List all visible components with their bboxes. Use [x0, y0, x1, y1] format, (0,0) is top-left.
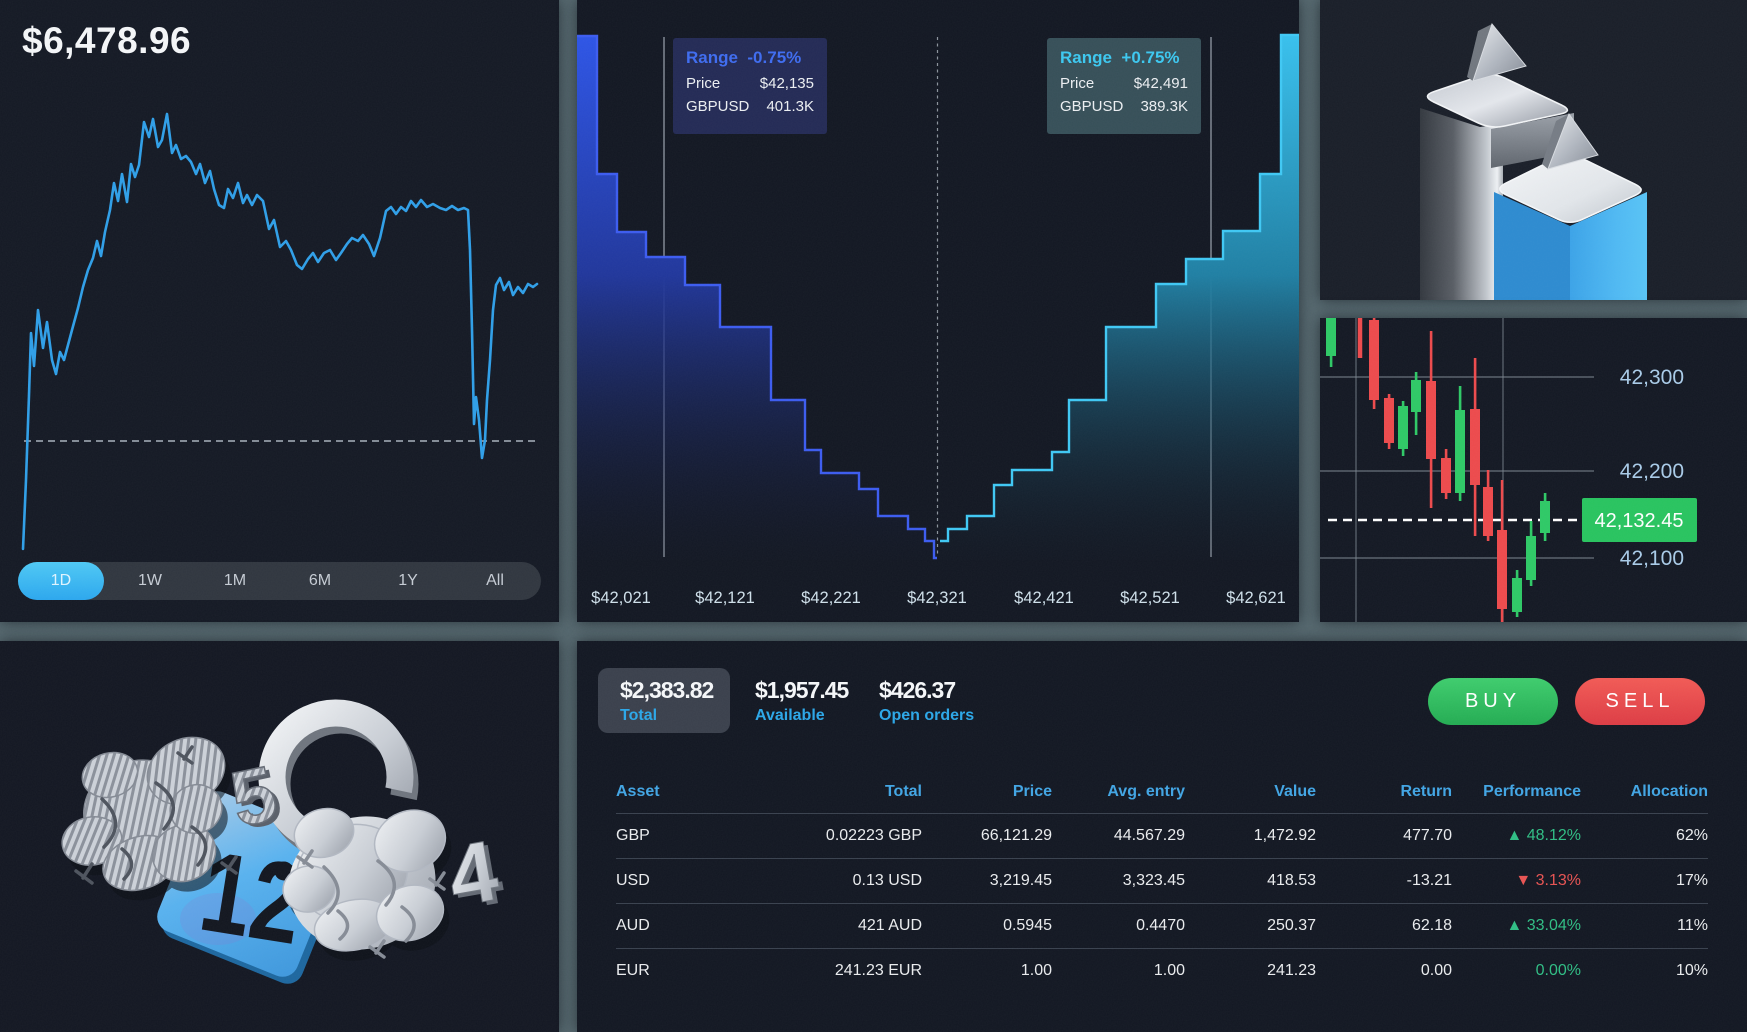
svg-text:42,300: 42,300 — [1620, 366, 1684, 389]
svg-text:$42,521: $42,521 — [1120, 589, 1180, 607]
svg-text:$42,221: $42,221 — [801, 589, 861, 607]
svg-text:$42,421: $42,421 — [1014, 589, 1074, 607]
svg-text:42,132.45: 42,132.45 — [1595, 510, 1684, 532]
svg-text:42,100: 42,100 — [1620, 547, 1684, 570]
svg-text:$42,621: $42,621 — [1226, 589, 1286, 607]
svg-text:$42,121: $42,121 — [695, 589, 755, 607]
svg-text:$42,021: $42,021 — [591, 589, 651, 607]
svg-text:$42,321: $42,321 — [907, 589, 967, 607]
svg-text:4: 4 — [441, 823, 505, 926]
svg-text:42,200: 42,200 — [1620, 460, 1684, 483]
